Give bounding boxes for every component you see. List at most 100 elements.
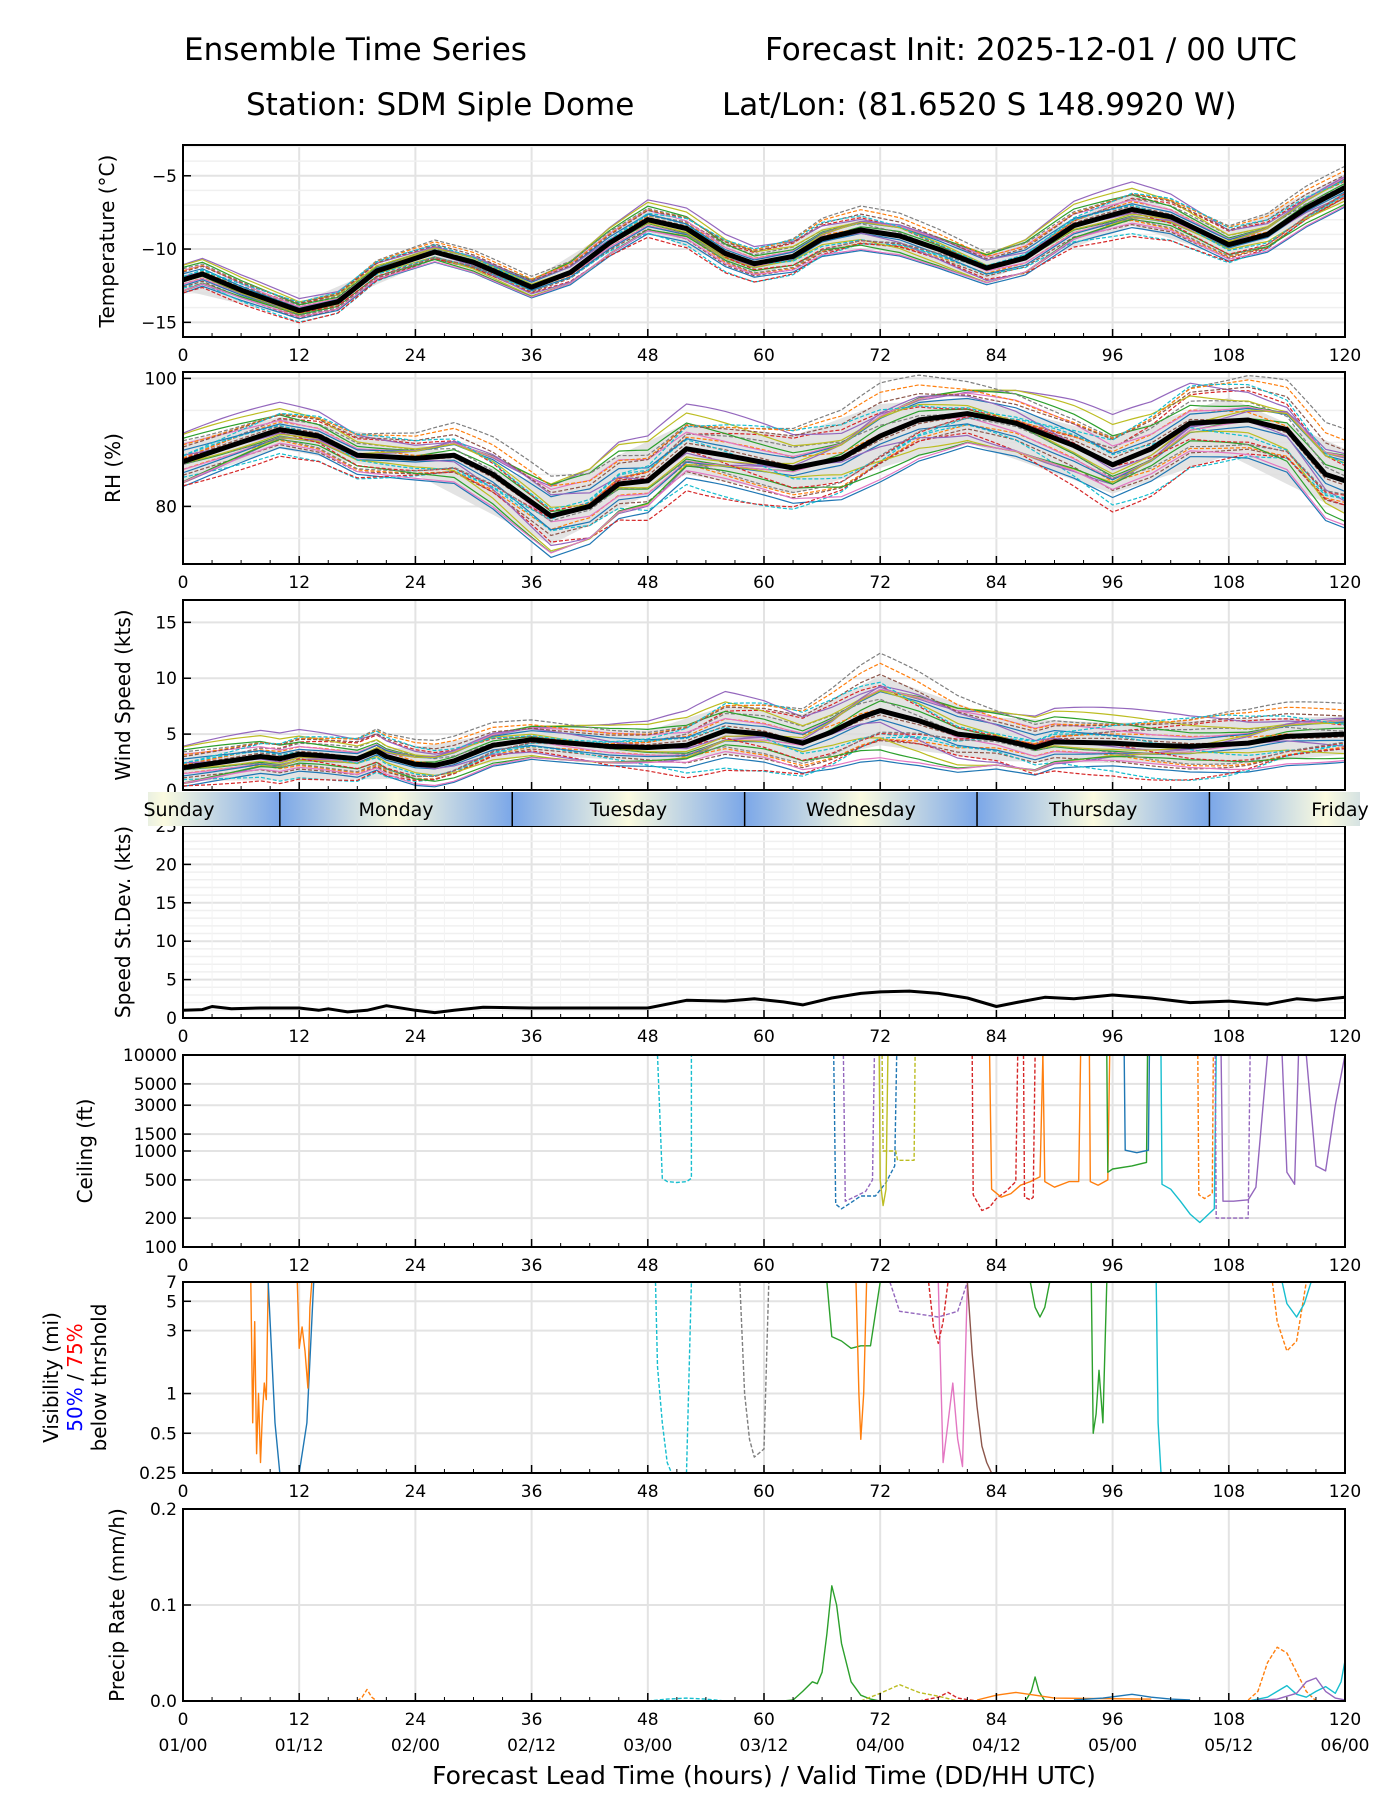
- ensemble-member-line: [1088, 1055, 1111, 1186]
- ensemble-member-line: [1248, 1660, 1345, 1701]
- ensemble-member-line: [971, 1055, 1019, 1212]
- x-tick-label: 72: [869, 346, 891, 366]
- ensemble-member-line: [860, 1684, 958, 1701]
- threshold-label-part: 50%: [63, 1387, 87, 1431]
- x-tick-label: 84: [986, 573, 1008, 593]
- x-tick-label: 36: [521, 1710, 543, 1730]
- ensemble-member-line: [183, 428, 1345, 537]
- x-tick-label: 120: [1329, 1482, 1361, 1502]
- y-tick-label: 500: [145, 1171, 177, 1191]
- ensemble-member-line: [937, 1282, 969, 1468]
- x-tick-label: 96: [1102, 573, 1124, 593]
- ensemble-member-line: [183, 389, 1345, 486]
- x-tick-label: 72: [869, 573, 891, 593]
- day-segment: [977, 792, 1210, 826]
- x-tick-label: 108: [1213, 1710, 1245, 1730]
- ensemble-member-line: [183, 673, 1345, 758]
- ensemble-member-line: [183, 194, 1345, 323]
- ensemble-member-line: [881, 1055, 916, 1161]
- ensemble-member-line: [647, 1697, 726, 1701]
- x-tick-label: 12: [288, 1027, 310, 1047]
- panel-temperature: 0 12 24 36 48 60 72 84 96 108 120 −15 −10 −5 Temperatu…: [95, 144, 1361, 366]
- x-tick-label: 48: [637, 1710, 659, 1730]
- ensemble-member-line: [296, 1282, 313, 1389]
- x-tick-label: 84: [986, 346, 1008, 366]
- ensemble-member-line: [878, 1055, 889, 1207]
- x-tick-label: 84: [986, 1027, 1008, 1047]
- x-time-label: 01/12: [275, 1736, 324, 1756]
- x-tick-label: 60: [753, 1482, 775, 1502]
- x-tick-label: 120: [1329, 1256, 1361, 1276]
- x-tick-label: 48: [637, 573, 659, 593]
- x-tick-label: 24: [405, 1482, 427, 1502]
- y-tick-label: 100: [145, 369, 177, 389]
- day-label-friday: Friday: [1311, 799, 1369, 821]
- x-tick-label: 36: [521, 346, 543, 366]
- ensemble-member-line: [1029, 1282, 1051, 1318]
- ensemble-member-line: [833, 1055, 898, 1210]
- ensemble-member-line: [183, 714, 1345, 768]
- ensemble-member-line: [1248, 1677, 1345, 1701]
- ensemble-member-line: [966, 1282, 993, 1473]
- ensemble-member-line: [183, 698, 1345, 766]
- x-tick-label: 36: [521, 573, 543, 593]
- ensemble-member-line: [183, 177, 1345, 303]
- x-tick-label: 48: [637, 346, 659, 366]
- y-tick-label: 5: [166, 1292, 177, 1312]
- x-tick-label: 108: [1213, 1256, 1245, 1276]
- ensemble-member-line: [183, 397, 1345, 498]
- ensemble-member-line: [183, 392, 1345, 491]
- x-tick-label: 108: [1213, 1027, 1245, 1047]
- y-tick-label: 80: [155, 497, 177, 517]
- ensemble-member-line: [1022, 1055, 1036, 1201]
- x-tick-label: 12: [288, 1482, 310, 1502]
- threshold-label-part: 75%: [63, 1323, 87, 1367]
- ensemble-member-line: [183, 688, 1345, 758]
- y-tick-label: 15: [155, 894, 177, 914]
- x-tick-label: 48: [637, 1482, 659, 1502]
- ensemble-member-line: [183, 180, 1345, 303]
- band-mask: [1360, 792, 1400, 826]
- y-tick-label: 0.0: [150, 1692, 177, 1712]
- x-tick-label: 48: [637, 1027, 659, 1047]
- x-tick-label: 12: [288, 1256, 310, 1276]
- x-tick-label: 84: [986, 1256, 1008, 1276]
- ensemble-member-line: [183, 737, 1345, 785]
- ensemble-member-line: [183, 684, 1345, 766]
- ensemble-member-line: [183, 415, 1345, 519]
- chart-title: Ensemble Time Series: [184, 32, 527, 68]
- ensemble-member-line: [183, 379, 1345, 487]
- ensemble-mean-line: [183, 185, 1345, 314]
- x-tick-label: 108: [1213, 1482, 1245, 1502]
- y-tick-label: 10000: [123, 1046, 177, 1066]
- x-tick-label: 24: [405, 573, 427, 593]
- x-tick-label: 0: [178, 573, 189, 593]
- x-tick-label: 12: [288, 346, 310, 366]
- y-axis-label: Wind Speed (kts): [111, 609, 135, 780]
- y-tick-label: 1500: [134, 1125, 177, 1145]
- day-label-sunday: Sunday: [143, 799, 214, 821]
- x-tick-label: 72: [869, 1710, 891, 1730]
- y-tick-label: 1: [166, 1385, 177, 1405]
- ensemble-member-line: [183, 192, 1345, 314]
- ensemble-member-line: [183, 386, 1345, 494]
- ensemble-member-line: [183, 424, 1345, 531]
- ensemble-member-line: [183, 383, 1345, 510]
- y-tick-label: 100: [145, 1238, 177, 1258]
- ensemble-member-line: [988, 1055, 1044, 1198]
- ensemble-member-line: [1281, 1282, 1312, 1318]
- ensemble-member-line: [183, 442, 1345, 554]
- y-axis-label: Speed St.Dev. (kts): [111, 826, 135, 1018]
- x-tick-label: 60: [753, 573, 775, 593]
- y-tick-label: 10: [155, 932, 177, 952]
- panel-precip_rate: 0 12 24 36 48 60 72 84 96 108 120 0.0 0.1 0.2 Precip R…: [105, 1500, 1370, 1790]
- x-time-label: 03/12: [740, 1736, 789, 1756]
- ensemble-member-line: [183, 430, 1345, 552]
- day-label-thursday: Thursday: [1048, 799, 1137, 821]
- ensemble-member-line: [1197, 1055, 1214, 1200]
- x-tick-label: 96: [1102, 1482, 1124, 1502]
- day-label-monday: Monday: [359, 799, 434, 821]
- x-tick-label: 36: [521, 1027, 543, 1047]
- y-tick-label: 0.1: [150, 1596, 177, 1616]
- ensemble-member-line: [267, 1282, 315, 1473]
